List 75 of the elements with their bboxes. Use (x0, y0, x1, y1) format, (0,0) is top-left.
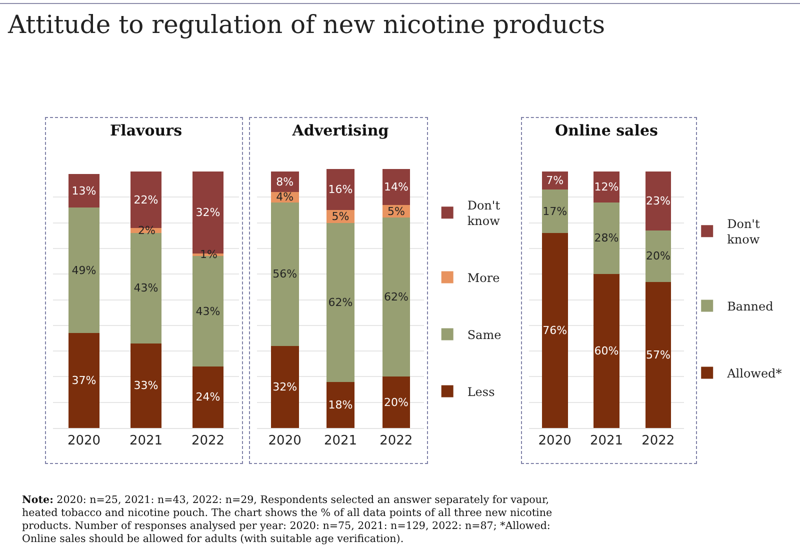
data-label: 5% (387, 204, 405, 218)
bar (594, 202, 620, 274)
bar (645, 230, 672, 282)
data-label: 57% (646, 348, 670, 362)
bar (326, 222, 354, 382)
data-label: 23% (646, 194, 670, 208)
bar (594, 274, 620, 428)
bar (594, 172, 620, 202)
bar (68, 174, 100, 208)
bar (130, 233, 162, 344)
chart-title: Advertising (291, 122, 390, 140)
legend-label: More (467, 270, 500, 285)
data-label: 7% (546, 174, 564, 188)
data-label: 16% (328, 183, 353, 196)
x-tick-label: 2022 (191, 434, 225, 449)
legend-label: Same (467, 328, 502, 342)
bar (542, 190, 568, 234)
data-label: 2% (138, 224, 156, 237)
x-tick-label: 2020 (268, 434, 302, 449)
data-label: 28% (594, 232, 619, 245)
data-label: 32% (196, 206, 220, 220)
bar (645, 282, 672, 428)
bar (68, 207, 100, 334)
text: Note: 2020: n=25, 2021: n=43, 2022: n=29, Respondents selected an answer separately for vapour, heated tobacco and nicotine pouch. The chart shows the % of all data points of all three new nicotine products. Number of responses analysed per year: 2020: n=75, 2021: n=129, 2022: n=87; *Allowed: Online sales should be allowed for adults (with suitable age verification). (22, 494, 554, 546)
data-label: 33% (134, 379, 158, 392)
data-label: 56% (272, 268, 298, 281)
data-label: 5% (332, 210, 350, 223)
bar (542, 233, 568, 428)
bar (382, 218, 410, 377)
data-label: 32% (272, 380, 298, 394)
legend-label: Don't know (467, 198, 501, 228)
x-tick-label: 2021 (590, 434, 624, 449)
data-label: 1% (200, 248, 218, 261)
legend-label: Banned (727, 299, 774, 314)
data-label: 13% (72, 184, 96, 198)
x-tick-label: 2021 (324, 434, 358, 449)
data-label: 20% (384, 396, 408, 409)
bar (270, 346, 299, 428)
data-label: 17% (542, 204, 568, 218)
bar (326, 382, 354, 428)
x-tick-label: 2021 (129, 434, 163, 449)
chart-subtitle: Flavours (110, 122, 182, 140)
data-label: 62% (384, 290, 408, 304)
x-tick-label: 2022 (642, 434, 675, 449)
legend-label: Allowed* (726, 366, 782, 380)
data-label: 22% (134, 193, 158, 206)
chart-title: Online sales (555, 122, 658, 140)
data-label: 62% (328, 296, 353, 309)
data-label: 24% (196, 390, 220, 404)
bar (130, 343, 162, 428)
bar (326, 169, 354, 210)
data-label: 43% (196, 304, 220, 318)
bar (270, 202, 299, 346)
data-label: 37% (72, 374, 96, 388)
data-label: 14% (384, 180, 408, 194)
text: Attitude to regulation of new nicotine products (8, 10, 606, 39)
data-label: 8% (276, 175, 294, 188)
bar (68, 333, 100, 428)
x-tick-label: 2020 (538, 434, 572, 449)
bar (382, 376, 410, 428)
bar (192, 366, 224, 428)
x-tick-label: 2020 (67, 434, 101, 449)
data-label: 12% (594, 180, 619, 194)
data-label: 76% (542, 324, 568, 338)
data-label: 43% (134, 282, 158, 295)
data-label: 49% (72, 264, 96, 277)
legend-label: Less (467, 384, 495, 399)
bar (382, 169, 410, 205)
x-tick-label: 2022 (380, 434, 413, 449)
data-label: 4% (276, 190, 294, 204)
legend-label: Don't know (727, 216, 760, 247)
data-label: 60% (594, 344, 619, 358)
data-label: 18% (328, 398, 353, 412)
bar (645, 172, 672, 231)
data-label: 20% (646, 250, 670, 263)
